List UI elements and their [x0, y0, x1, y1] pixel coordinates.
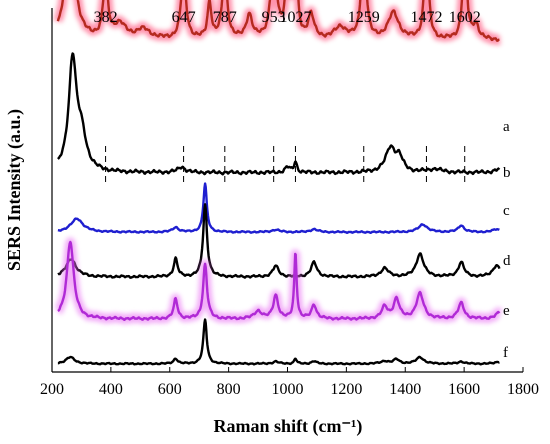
peak-label-1602: 1602 — [449, 9, 481, 26]
x-tick-label-400: 400 — [99, 381, 123, 398]
x-tick-label-1600: 1600 — [448, 381, 480, 398]
peak-label-787: 787 — [213, 9, 237, 26]
series-c-label: c — [503, 203, 510, 219]
peak-label-1259: 1259 — [348, 9, 380, 26]
peak-guide-lines — [105, 146, 466, 183]
series-a-line — [56, 0, 501, 42]
x-axis-title: Raman shift (cm⁻¹) — [214, 416, 363, 437]
peak-label-382: 382 — [94, 9, 118, 26]
y-axis-title: SERS Intensity (a.u.) — [4, 109, 25, 271]
series-f-line — [57, 318, 501, 366]
peak-label-1027: 1027 — [279, 9, 311, 26]
series-c-line — [57, 182, 501, 234]
x-tick-label-1200: 1200 — [330, 381, 362, 398]
x-tick-label-800: 800 — [217, 381, 241, 398]
x-tick-label-200: 200 — [40, 381, 64, 398]
x-tick-label-1400: 1400 — [389, 381, 421, 398]
peak-label-1472: 1472 — [410, 9, 442, 26]
peak-label-953: 953 — [262, 9, 286, 26]
x-tick-label-1800: 1800 — [507, 381, 539, 398]
x-axis-ticks: 200 400 600 800 1000 1200 1400 1600 1800 — [40, 367, 539, 398]
series-d-label: d — [503, 253, 511, 269]
series-e-line — [57, 240, 501, 321]
series-layer — [53, 0, 504, 366]
series-b-line — [57, 52, 501, 176]
series-a-label: a — [503, 119, 510, 135]
x-tick-label-1000: 1000 — [272, 381, 304, 398]
x-tick-label-600: 600 — [158, 381, 182, 398]
series-e-label: e — [503, 303, 510, 319]
series-letters: a b c d e f — [503, 119, 511, 361]
peak-label-647: 647 — [172, 9, 196, 26]
series-b-label: b — [503, 165, 511, 181]
series-f-label: f — [503, 345, 508, 361]
series-d-line — [57, 203, 501, 279]
